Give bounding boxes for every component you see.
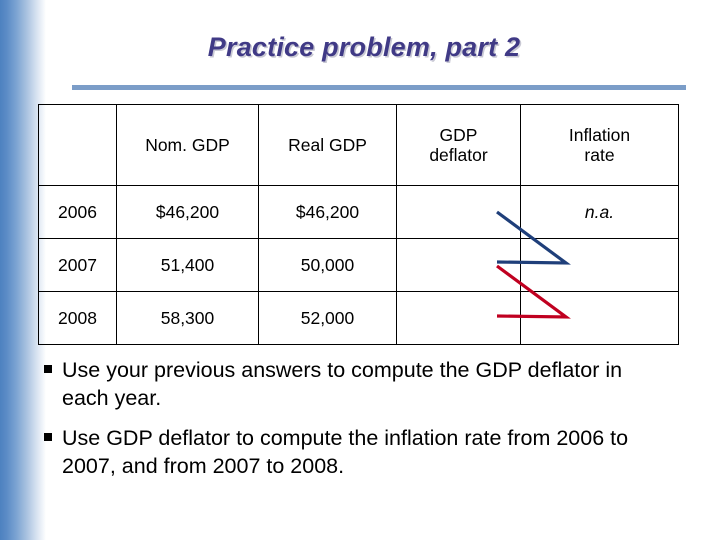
column-header-inflation-rate: Inflation rate (520, 104, 679, 186)
cell-year-2007: 2007 (38, 238, 117, 292)
table-header: Nom. GDP Real GDP GDP deflator Inflation… (38, 104, 679, 186)
title-underline-rule (72, 85, 686, 90)
cell-year-2006: 2006 (38, 185, 117, 239)
list-item: Use GDP deflator to compute the inflatio… (44, 424, 664, 481)
cell-nominal-gdp-2008: 58,300 (116, 291, 259, 345)
cell-real-gdp-2007: 50,000 (258, 238, 397, 292)
list-item: Use your previous answers to compute the… (44, 356, 664, 413)
table-row: 2007 51,400 50,000 (38, 238, 679, 292)
cell-real-gdp-2008: 52,000 (258, 291, 397, 345)
cell-nominal-gdp-2007: 51,400 (116, 238, 259, 292)
cell-gdp-deflator-2006 (396, 185, 521, 239)
column-header-gdp-deflator: GDP deflator (396, 104, 521, 186)
cell-inflation-rate-2007 (520, 238, 679, 292)
cell-inflation-rate-2006: n.a. (520, 185, 679, 239)
column-header-year (38, 104, 117, 186)
cell-inflation-rate-2008 (520, 291, 679, 345)
bullet-list: Use your previous answers to compute the… (44, 356, 664, 492)
cell-gdp-deflator-2008 (396, 291, 521, 345)
cell-gdp-deflator-2007 (396, 238, 521, 292)
table-row: 2008 58,300 52,000 (38, 291, 679, 345)
column-header-real-gdp: Real GDP (258, 104, 397, 186)
gdp-deflator-table: Nom. GDP Real GDP GDP deflator Inflation… (38, 104, 679, 345)
cell-nominal-gdp-2006: $46,200 (116, 185, 259, 239)
table-header-row: Nom. GDP Real GDP GDP deflator Inflation… (38, 104, 679, 186)
bullet-text: Use your previous answers to compute the… (62, 358, 623, 411)
square-bullet-icon (44, 365, 62, 373)
cell-year-2008: 2008 (38, 291, 117, 345)
table-body: 2006 $46,200 $46,200 n.a. 2007 51,400 50… (38, 185, 679, 345)
cell-real-gdp-2006: $46,200 (258, 185, 397, 239)
table-row: 2006 $46,200 $46,200 n.a. (38, 185, 679, 239)
square-bullet-icon (44, 432, 62, 441)
column-header-nominal-gdp: Nom. GDP (116, 104, 259, 186)
page-title: Practice problem, part 2 (207, 32, 521, 62)
bullet-text: Use GDP deflator to compute the inflatio… (62, 425, 629, 479)
